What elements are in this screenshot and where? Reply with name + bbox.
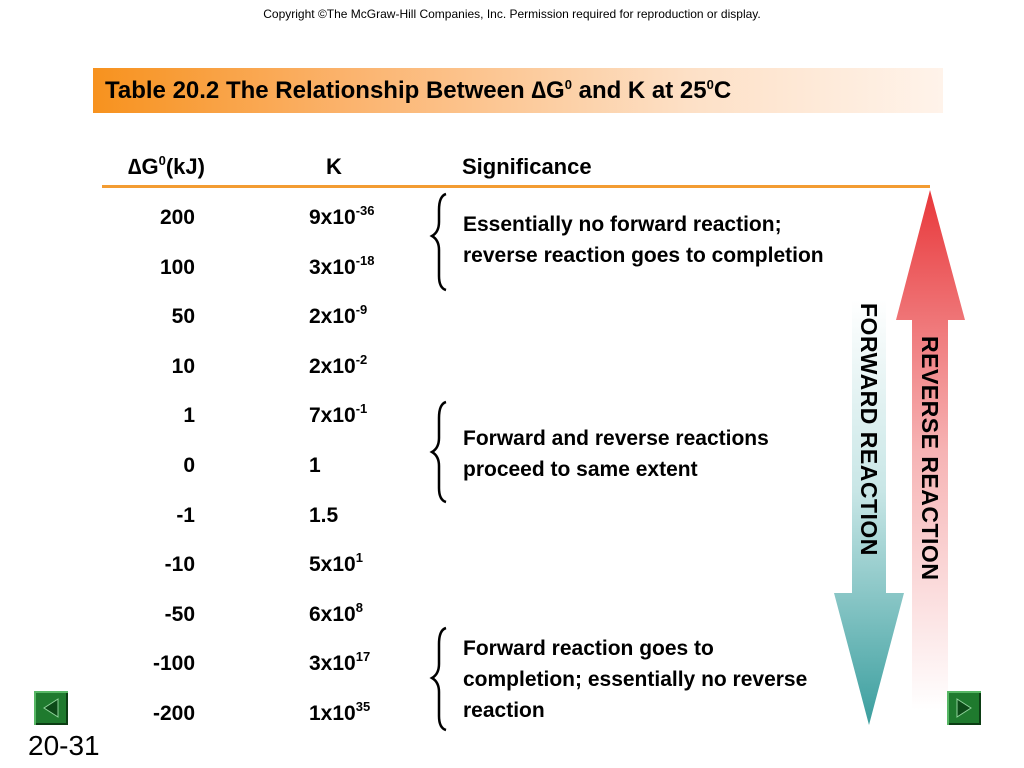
copyright-notice: Copyright ©The McGraw-Hill Companies, In… — [263, 7, 761, 21]
dg-unit: (kJ) — [165, 154, 205, 179]
table-title: Table 20.2 The Relationship Between ∆G0 … — [105, 77, 731, 105]
significance-text: Essentially no forward reaction; reverse … — [463, 213, 824, 267]
significance-text: Forward and reverse reactions proceed to … — [463, 427, 769, 481]
k-value: 6x108 — [309, 600, 363, 626]
k-value: 1 — [309, 454, 321, 477]
header-divider — [102, 185, 930, 188]
title-delta: ∆ — [531, 77, 547, 104]
dg-value: 50 — [171, 305, 195, 328]
k-value: 1.5 — [309, 504, 339, 527]
title-prefix: Table 20.2 The Relationship Between — [105, 77, 532, 104]
title-g: G — [546, 77, 565, 104]
significance-text: Forward reaction goes to completion; esse… — [463, 637, 808, 722]
title-bar — [93, 68, 943, 113]
brace-group — [429, 192, 447, 732]
k-value: 5x101 — [309, 550, 363, 576]
brace-bottom — [429, 626, 447, 732]
dg-delta: ∆ — [128, 154, 142, 179]
k-value: 2x10-2 — [309, 352, 368, 378]
dg-value: -50 — [164, 603, 195, 626]
next-slide-button[interactable] — [947, 691, 981, 725]
k-value: 9x10-36 — [309, 203, 375, 229]
k-value: 1x1035 — [309, 699, 371, 725]
brace-top — [429, 192, 447, 292]
column-header-k: K — [326, 154, 342, 179]
dg-value: 0 — [183, 454, 195, 477]
k-value: 7x10-1 — [309, 401, 368, 427]
brace-middle — [429, 400, 447, 504]
dg-value: 1 — [183, 404, 195, 427]
dg-value: 200 — [159, 206, 195, 229]
dg-value: -100 — [152, 652, 195, 675]
k-value: 2x10-9 — [309, 302, 368, 328]
dg-superscript: 0 — [158, 153, 166, 168]
triangle-right-icon — [956, 698, 972, 718]
column-header-dg: ∆G0(kJ) — [128, 153, 205, 180]
dg-value: -200 — [152, 702, 195, 725]
title-superscript: 0 — [564, 77, 572, 92]
title-suffix: C — [713, 77, 732, 104]
dg-g: G — [141, 154, 159, 179]
direction-arrows — [834, 190, 965, 725]
dg-value: -10 — [164, 553, 195, 576]
dg-value: -1 — [176, 504, 195, 527]
title-mid: and K at 25 — [571, 77, 707, 104]
slide-number: 20-31 — [28, 730, 100, 761]
reverse-reaction-label: REVERSE REACTION — [917, 336, 943, 581]
dg-value: 10 — [171, 355, 195, 378]
reverse-reaction-arrow — [896, 190, 965, 710]
title-degree-superscript: 0 — [706, 77, 714, 92]
k-value: 3x10-18 — [309, 253, 375, 279]
dg-value: 100 — [159, 256, 195, 279]
forward-reaction-arrow — [834, 300, 904, 725]
previous-slide-button[interactable] — [34, 691, 68, 725]
triangle-left-icon — [43, 698, 59, 718]
k-value: 3x1017 — [309, 649, 371, 675]
forward-reaction-label: FORWARD REACTION — [856, 303, 882, 556]
column-header-significance: Significance — [462, 154, 592, 179]
